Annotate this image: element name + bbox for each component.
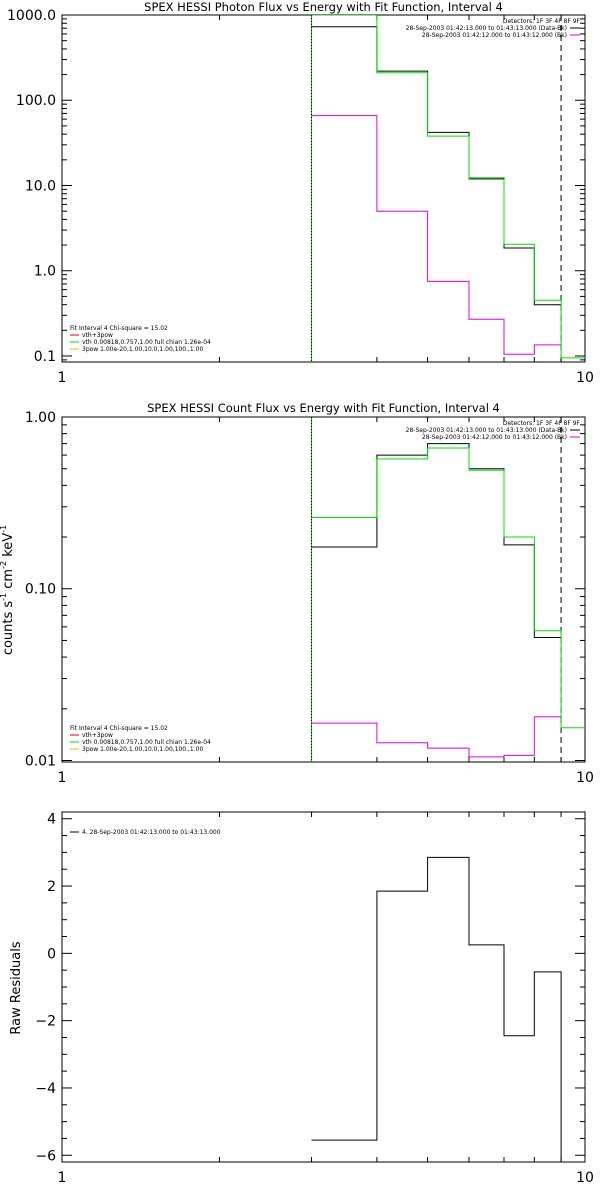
- x-tick-label: 10: [576, 770, 594, 786]
- y-tick-label: 0.1: [34, 349, 56, 365]
- y-tick-label: 100.0: [16, 93, 56, 109]
- y-tick-label: −2: [35, 1014, 56, 1030]
- y-tick-label: 1.00: [25, 410, 56, 426]
- legend-entry: 28-Sep-2003 01:42:13.000 to 01:43:13.000…: [406, 427, 567, 434]
- y-axis-label-part: counts s: [1, 601, 16, 656]
- y-tick-label: 10.0: [25, 178, 56, 194]
- y-axis-label-part: keV: [1, 533, 16, 561]
- y-tick-label: −6: [35, 1148, 56, 1164]
- fit-legend-heading: Fit Interval 4 Chi-square = 15.02: [70, 325, 168, 332]
- x-tick-label: 1: [58, 770, 67, 786]
- series-line-1: [311, 443, 562, 638]
- x-tick-label: 10: [576, 370, 594, 386]
- chart-panel-3: 1 10 4 2 0 −2 −4 −6 Raw Residuals 4. 28-Sep-2003 …: [9, 811, 594, 1186]
- series-line-1: [311, 26, 562, 306]
- y-tick-label: 0.10: [25, 582, 56, 598]
- chart-title: SPEX HESSI Photon Flux vs Energy with Fi…: [144, 0, 503, 14]
- x-tick-label: 1: [58, 370, 67, 386]
- plot-frame: [61, 416, 586, 763]
- y-tick-label: 4: [47, 812, 56, 828]
- chart-title: SPEX HESSI Count Flux vs Energy with Fit…: [147, 401, 500, 415]
- x-tick-label: 10: [576, 1170, 594, 1186]
- x-tick-label: 1: [58, 1170, 67, 1186]
- legend-entry: 28-Sep-2003 01:42:12.000 to 01:43:12.000…: [422, 32, 567, 39]
- y-tick-label: 0: [47, 946, 56, 962]
- y-axis-label-part: cm: [1, 569, 16, 593]
- series-line-1: [311, 856, 562, 1162]
- legend-entry: 28-Sep-2003 01:42:12.000 to 01:43:12.000…: [422, 434, 567, 441]
- chart-panel-1: SPEX HESSI Photon Flux vs Energy with Fi…: [7, 0, 594, 386]
- plot-frame: [61, 14, 586, 363]
- fit-legend-entry: vth+3pow: [82, 732, 113, 739]
- y-tick-label: −4: [35, 1081, 56, 1097]
- y-axis-label-exponent: -1: [0, 593, 8, 601]
- y-axis-label-exponent: -1: [0, 525, 8, 533]
- series-line-3: [311, 716, 562, 758]
- legend-heading: Detectors: 1F 3F 4F 8F 9F: [503, 420, 581, 427]
- chart-panel-2: SPEX HESSI Count Flux vs Energy with Fit…: [0, 401, 594, 786]
- fit-legend-heading: Fit Interval 4 Chi-square = 15.02: [70, 725, 168, 732]
- series-line-3: [311, 115, 562, 355]
- plot-frame: [61, 811, 586, 1163]
- y-tick-label: 2: [47, 879, 56, 895]
- fit-legend-entry: vth 0.00818,0.757,1.00 full chian 1.26e-…: [82, 739, 211, 746]
- fit-legend-entry: 3pow 1.00e-20,1.00,10.0,1.00,100.,1.00: [82, 746, 203, 753]
- y-axis-label: counts s-1 cm-2 keV-1: [0, 525, 16, 655]
- legend-heading: Detectors: 1F 3F 4F 8F 9F: [503, 18, 581, 25]
- legend-entry: 28-Sep-2003 01:42:13.000 to 01:43:13.000…: [406, 25, 567, 32]
- y-axis-label-exponent: -2: [0, 561, 8, 569]
- fit-legend-entry: 3pow 1.00e-20,1.00,10.0,1.00,100.,1.00: [82, 346, 203, 353]
- y-tick-label: 1.0: [34, 264, 56, 280]
- y-tick-label: 0.01: [25, 753, 56, 769]
- series-line-2: [311, 15, 585, 359]
- series-line-2: [311, 447, 585, 729]
- residual-legend-entry: 4. 28-Sep-2003 01:42:13.000 to 01:43:13.…: [82, 829, 221, 836]
- y-axis-label: Raw Residuals: [9, 941, 24, 1034]
- fit-legend-entry: vth+3pow: [82, 332, 113, 339]
- y-tick-label: 1000.0: [7, 8, 56, 24]
- fit-legend-entry: vth 0.00818,0.757,1.00 full chian 1.26e-…: [82, 339, 211, 346]
